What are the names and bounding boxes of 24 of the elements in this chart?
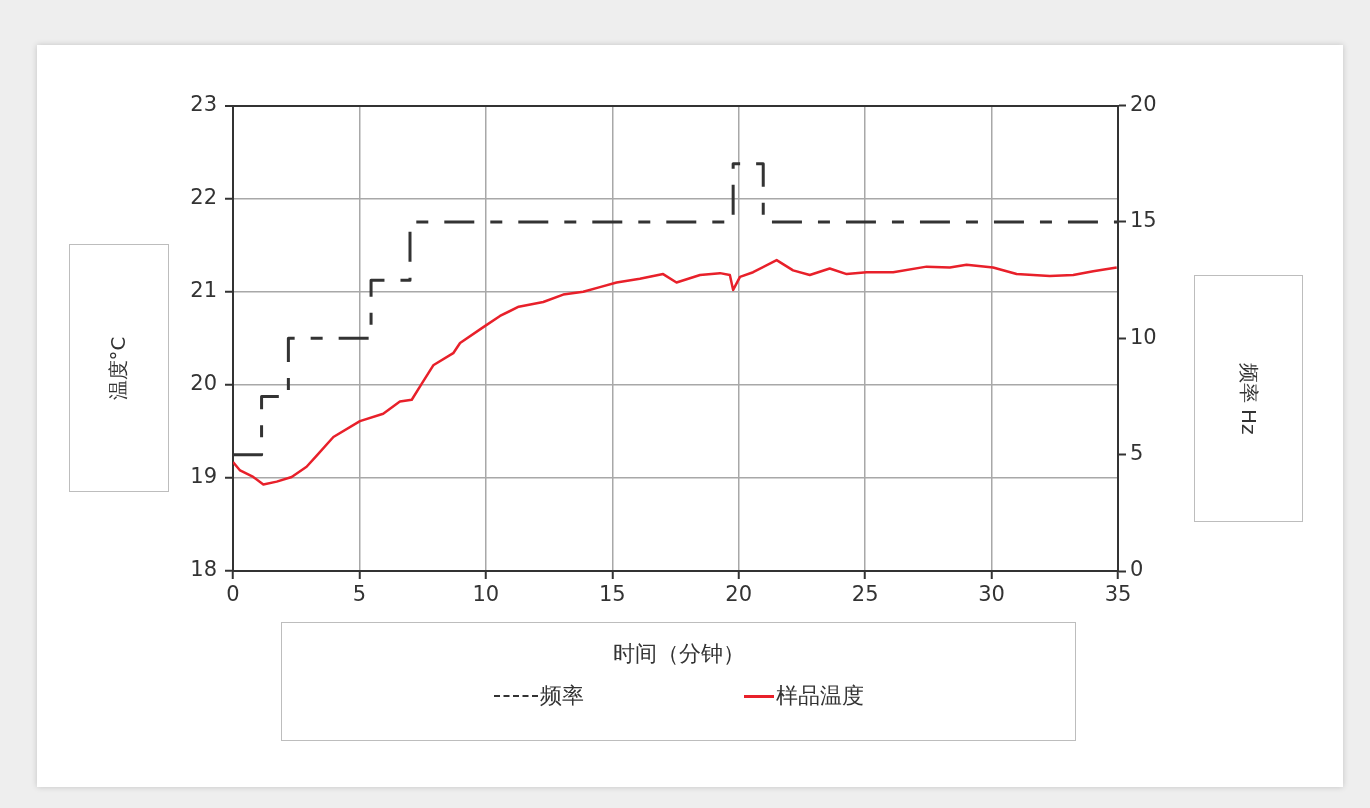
y-tick-label: 22	[190, 185, 217, 210]
x-tick-label: 10	[472, 582, 500, 607]
x-tick-label: 25	[851, 582, 879, 607]
x-tick-label: 15	[598, 582, 626, 607]
x-tick-label: 30	[978, 582, 1005, 607]
y-tick-label: 23	[190, 92, 217, 117]
legend-label: 样品温度	[775, 682, 864, 710]
y2-axis-title: 频率 Hz	[1236, 362, 1262, 435]
y2-tick-label: 5	[1130, 441, 1144, 466]
y2-tick-label: 20	[1130, 92, 1157, 117]
x-tick-label: 20	[725, 582, 753, 607]
x-tick-label: 0	[226, 582, 240, 607]
y-tick-label: 21	[190, 278, 217, 303]
x-axis-title: 时间（分钟）	[612, 640, 745, 668]
x-tick-label: 5	[352, 582, 367, 607]
y-tick-label: 20	[190, 371, 217, 396]
y-tick-label: 19	[190, 464, 217, 489]
y-tick-label: 18	[190, 557, 217, 582]
y2-tick-label: 10	[1130, 324, 1157, 349]
x-tick-label: 35	[1104, 582, 1132, 607]
y2-tick-label: 15	[1130, 208, 1157, 233]
y2-tick-label: 0	[1130, 557, 1144, 582]
legend-label: 频率	[539, 682, 584, 710]
y-axis-title: 温度°C	[105, 336, 132, 400]
